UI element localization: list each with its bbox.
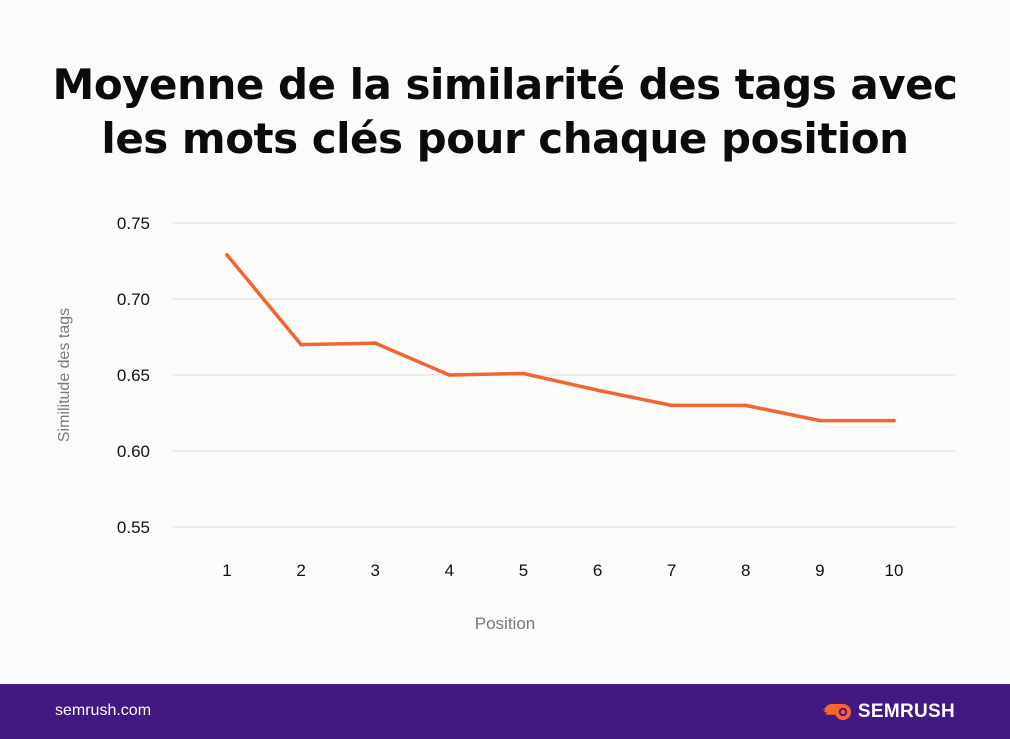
data-point: [818, 418, 822, 423]
chart-title-line-1: Moyenne de la similarité des tags avec: [52, 60, 958, 109]
data-point: [299, 342, 303, 347]
x-axis-label: Position: [475, 614, 535, 633]
brand-logo: SEMRUSH: [821, 701, 955, 723]
footer-bar: semrush.com SEMRUSH: [0, 684, 1010, 739]
data-point: [225, 253, 229, 257]
chart-title: Moyenne de la similarité des tags avec l…: [0, 58, 1010, 166]
data-point: [669, 403, 674, 408]
y-axis-label: Similitude des tags: [56, 308, 73, 442]
x-tick-label: 5: [519, 561, 528, 580]
data-point: [373, 341, 378, 345]
x-tick-label: 9: [815, 561, 824, 580]
footer-site-link[interactable]: semrush.com: [55, 702, 152, 719]
data-point: [447, 373, 452, 377]
data-point: [892, 418, 896, 423]
data-point: [743, 403, 748, 408]
line-chart: 0.75 0.70 0.65 0.60 0.55 1 2 3 4 5 6 7 8 9 10 Position S…: [56, 214, 955, 633]
data-point: [595, 388, 600, 393]
y-tick-label: 0.75: [117, 214, 150, 233]
data-point: [521, 371, 526, 376]
chart-title-line-2: les mots clés pour chaque position: [101, 114, 909, 163]
y-tick-label: 0.70: [117, 290, 150, 309]
x-tick-label: 10: [885, 561, 904, 580]
y-tick-label: 0.65: [117, 366, 150, 385]
x-tick-label: 8: [741, 561, 750, 580]
x-tick-label: 1: [222, 561, 231, 580]
x-tick-label: 4: [445, 561, 454, 580]
y-tick-label: 0.55: [117, 518, 150, 537]
x-tick-label: 2: [296, 561, 305, 580]
y-tick-label: 0.60: [117, 442, 150, 461]
semrush-fire-logo-icon: [821, 704, 851, 720]
x-tick-label: 3: [370, 561, 379, 580]
series-line: [225, 253, 896, 423]
x-tick-label: 6: [593, 561, 602, 580]
brand-name: SEMRUSH: [857, 701, 955, 722]
x-tick-label: 7: [667, 561, 676, 580]
